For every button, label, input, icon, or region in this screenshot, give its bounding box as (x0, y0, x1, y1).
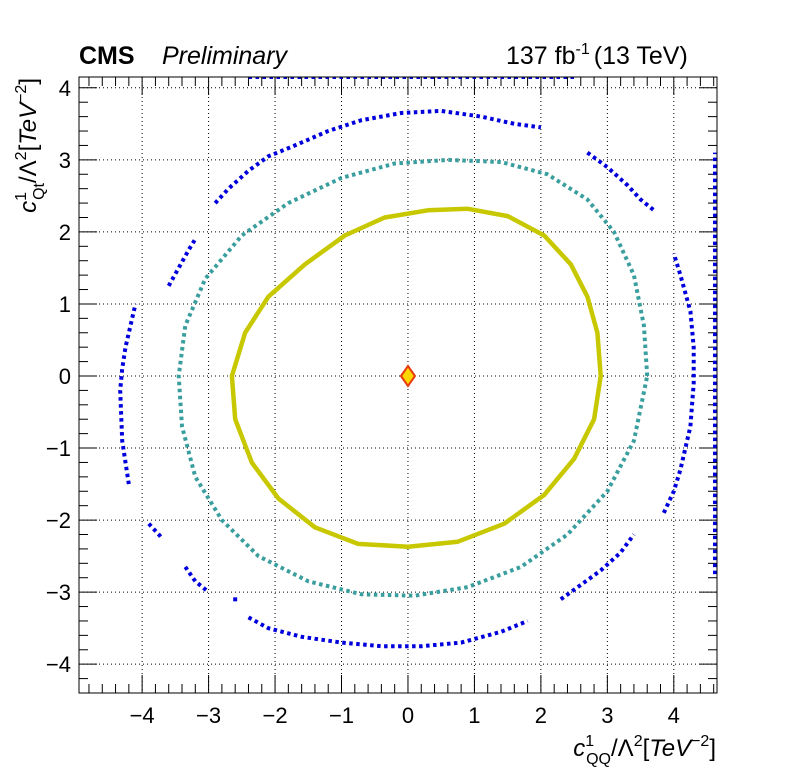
x-axis-title: c1 QQ/Λ2[TeV−2] (573, 733, 716, 768)
y-tick-label: 2 (59, 220, 71, 245)
y-tick-label: −3 (46, 580, 71, 605)
y-tick-label: 0 (59, 364, 71, 389)
y-axis-title: c1Qt/Λ2[TeV−2] (13, 78, 48, 213)
contour-outer (559, 533, 636, 601)
axis-ticks (79, 77, 717, 694)
y-tick-label: 1 (59, 292, 71, 317)
contour-outer (586, 150, 656, 212)
y-tick-label: 4 (59, 76, 71, 101)
contour-outer (183, 565, 210, 594)
x-tick-label: 4 (668, 703, 680, 728)
plot-frame (78, 76, 718, 694)
best-fit-layer (399, 364, 417, 388)
x-tick-label: 2 (535, 703, 547, 728)
x-tick-label: −1 (329, 703, 354, 728)
y-tick-label: −4 (46, 652, 71, 677)
contour-outer (147, 522, 164, 540)
contour-outer (166, 238, 198, 287)
experiment-label: CMS (79, 42, 135, 70)
contours (118, 77, 717, 649)
best-fit-marker (399, 364, 417, 388)
contour-outer (661, 252, 696, 514)
tick-labels: −4 −3 −2 −1 0 1 2 3 4 −4 −3 −2 −1 0 1 2 3 4 (46, 76, 680, 728)
y-tick-label: −2 (46, 508, 71, 533)
y-tick-label: −1 (46, 436, 71, 461)
x-tick-label: 0 (402, 703, 414, 728)
y-tick-label: 3 (59, 148, 71, 173)
contour-outer (247, 615, 529, 649)
contour-outer (118, 303, 138, 485)
x-tick-label: −4 (130, 703, 155, 728)
x-tick-label: 3 (601, 703, 613, 728)
status-label: Preliminary (162, 42, 289, 70)
grid (79, 77, 717, 693)
x-tick-label: 1 (468, 703, 480, 728)
contour-outer (213, 108, 542, 205)
contour-outer-point (233, 597, 238, 602)
contour-inner (229, 206, 603, 549)
luminosity-label: 137 fb-1 (13 TeV) (506, 41, 688, 70)
x-tick-label: −3 (196, 703, 221, 728)
x-tick-label: −2 (263, 703, 288, 728)
